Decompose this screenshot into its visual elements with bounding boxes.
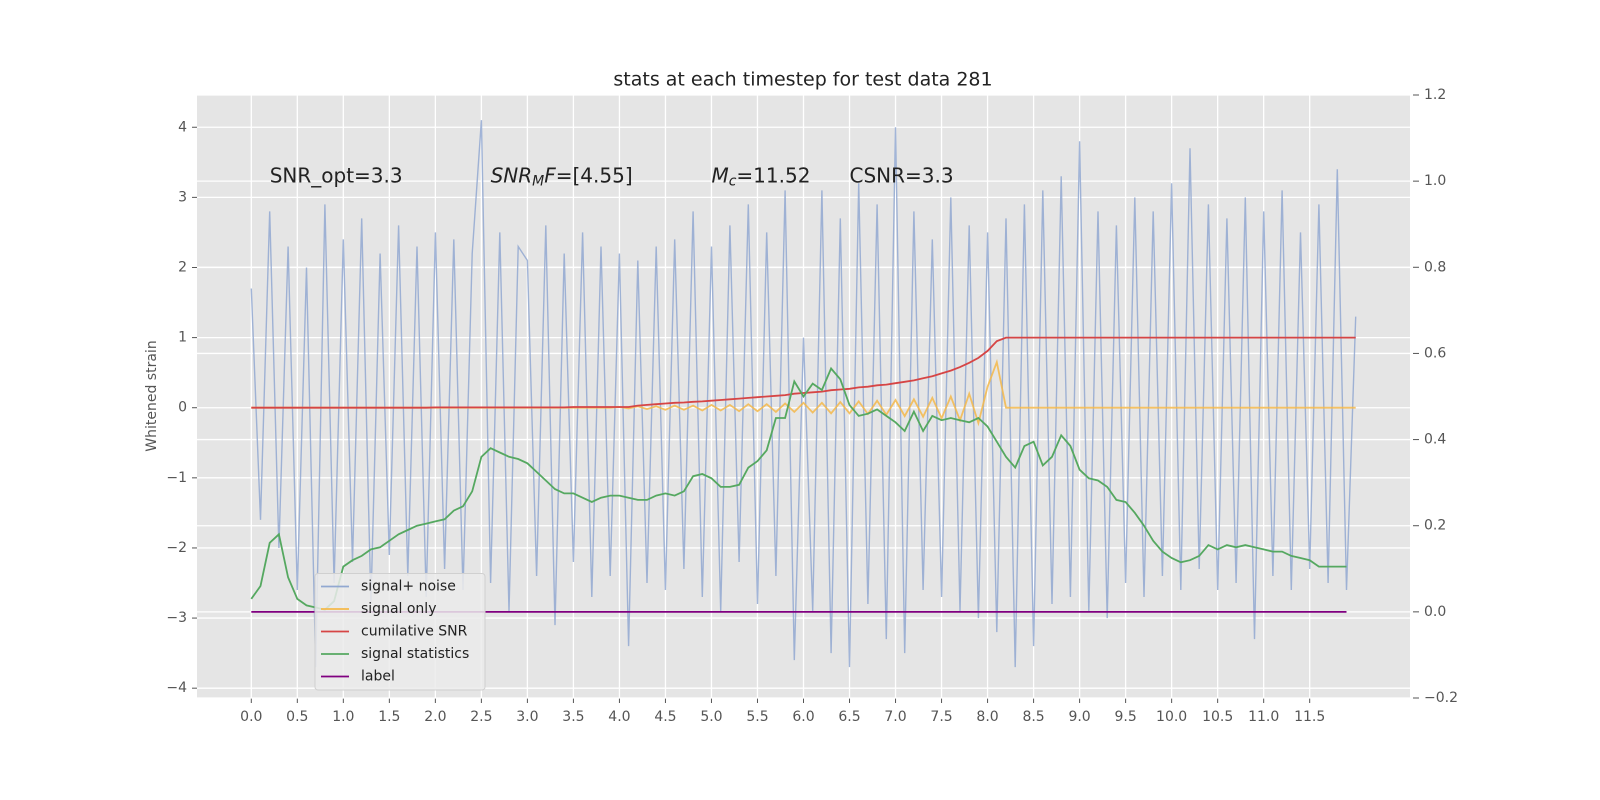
x-tick-label: 2.5 [470,709,492,725]
series-line [251,336,1356,409]
x-tick-label: 3.0 [516,709,538,725]
y-axis-label: Whitened strain [144,340,160,451]
x-tick-label: 3.5 [562,709,584,725]
series-line [250,120,1357,668]
x-tick-label: 4.5 [654,709,676,725]
x-tick-label: 2.0 [424,709,446,725]
x-tick-label: 11.5 [1294,709,1325,725]
y2-tick-label: 0.4 [1424,432,1446,448]
annotation: CSNR=3.3 [850,163,954,187]
annotation-part: SNR_opt=3.3 [270,163,403,187]
y-tick-label: 3 [178,189,187,205]
x-tick-label: 1.5 [378,709,400,725]
x-tick-label: 6.0 [792,709,814,725]
x-tick-label: 11.0 [1248,709,1279,725]
annotation-part: c [729,173,737,189]
legend-label: signal only [361,601,436,617]
annotation-part: F [544,163,556,187]
x-tick-label: 0.5 [286,709,308,725]
legend-label: signal statistics [361,646,469,662]
x-tick-label: 7.5 [930,709,952,725]
x-tick-label: 0.0 [240,709,262,725]
x-tick-label: 10.0 [1156,709,1187,725]
x-tick-label: 7.0 [884,709,906,725]
annotation-part: CSNR=3.3 [850,163,954,187]
legend-label: label [361,669,395,685]
annotations: SNR_opt=3.3 SNRMF=[4.55] Mc=11.52 CSNR=3.3 [270,163,954,190]
chart-title: stats at each timestep for test data 281 [613,69,992,91]
x-tick-label: 9.5 [1114,709,1136,725]
x-tick-label: 5.0 [700,709,722,725]
y2-tick-label: 1.2 [1424,87,1446,103]
y2-tick-label: 1.0 [1424,173,1446,189]
y-tick-label: 1 [178,330,187,346]
y-tick-label: −4 [166,680,187,696]
y-tick-label: 0 [178,400,187,416]
x-tick-label: 10.5 [1202,709,1233,725]
annotation-part: M [711,163,728,187]
y-tick-label: −3 [166,610,187,626]
annotation: SNR_opt=3.3 [270,163,403,187]
annotation-part: =11.52 [736,163,810,187]
annotation-part: =[4.55] [556,163,633,187]
x-tick-label: 5.5 [746,709,768,725]
legend: signal+ noise signal only cumilative SNR si… [314,573,486,691]
annotation-part: SNR [491,163,533,187]
y-tick-label: −1 [166,470,187,486]
legend-box [314,573,486,691]
y2-tick-label: −0.2 [1424,690,1458,706]
legend-label: cumilative SNR [361,624,468,640]
x-tick-label: 9.0 [1068,709,1090,725]
x-tick-label: 4.0 [608,709,630,725]
y-tick-label: 2 [178,259,187,275]
annotation: SNRMF=[4.55] [491,163,633,190]
annotation: Mc=11.52 [711,163,810,190]
x-tick-label: 8.5 [1022,709,1044,725]
y-tick-label: −2 [166,540,187,556]
y2-tick-label: 0.0 [1424,604,1446,620]
series-line [250,366,1347,611]
x-tick-label: 8.0 [976,709,998,725]
legend-label: signal+ noise [361,579,456,595]
y2-tick-label: 0.8 [1424,259,1446,275]
y2-tick-label: 0.2 [1424,518,1446,534]
x-tick-label: 6.5 [838,709,860,725]
x-tick-label: 1.0 [332,709,354,725]
annotation-part: M [532,173,544,189]
y-tick-label: 4 [178,119,187,135]
y2-tick-label: 0.6 [1424,345,1446,361]
